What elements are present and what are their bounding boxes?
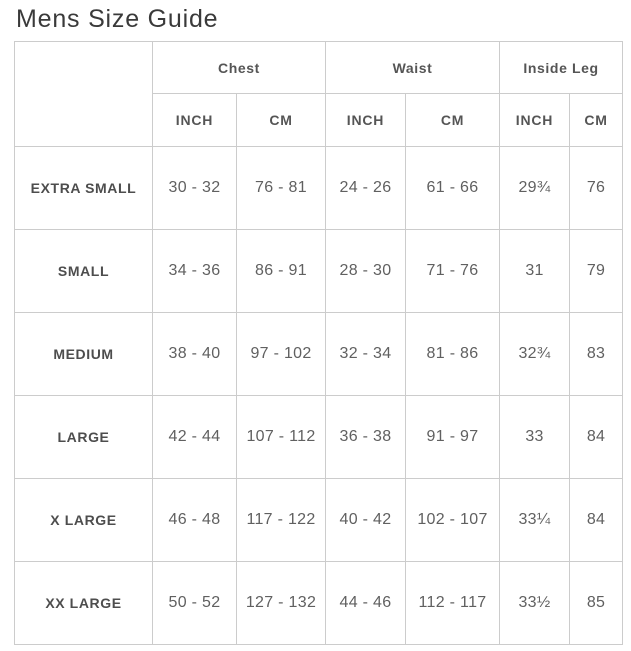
value-cell-waist-inch: 24 - 26 — [325, 146, 406, 230]
unit-header-chest-cm: CM — [236, 93, 326, 147]
table-row: MEDIUM 38 - 40 97 - 102 32 - 34 81 - 86 32¾ 83 — [14, 312, 624, 396]
value-cell-chest-inch: 38 - 40 — [152, 312, 237, 396]
unit-header-inside-leg-cm: CM — [569, 93, 624, 147]
value-cell-inside-leg-inch: 33 — [499, 395, 571, 479]
column-group-inside-leg: Inside Leg — [499, 41, 624, 94]
value-cell-waist-inch: 32 - 34 — [325, 312, 406, 396]
value-cell-chest-inch: 50 - 52 — [152, 561, 237, 645]
group-header-row: Chest Waist Inside Leg — [14, 41, 624, 147]
value-cell-waist-inch: 44 - 46 — [325, 561, 406, 645]
value-cell-chest-inch: 34 - 36 — [152, 229, 237, 313]
value-cell-chest-cm: 107 - 112 — [236, 395, 326, 479]
unit-header-inside-leg-inch: INCH — [499, 93, 571, 147]
value-cell-inside-leg-cm: 85 — [569, 561, 624, 645]
column-group-waist: Waist — [324, 41, 501, 94]
value-cell-inside-leg-inch: 29¾ — [499, 146, 571, 230]
size-label: X LARGE — [14, 478, 153, 562]
value-cell-waist-cm: 71 - 76 — [404, 229, 501, 313]
size-label: LARGE — [14, 395, 153, 479]
unit-header-waist-cm: CM — [404, 93, 501, 147]
value-cell-inside-leg-inch: 33¼ — [499, 478, 571, 562]
value-cell-chest-cm: 76 - 81 — [236, 146, 326, 230]
corner-cell — [14, 41, 153, 147]
size-rows: EXTRA SMALL 30 - 32 76 - 81 24 - 26 61 - 66 2… — [14, 146, 624, 645]
value-cell-inside-leg-inch: 31 — [499, 229, 571, 313]
value-cell-inside-leg-inch: 33½ — [499, 561, 571, 645]
value-cell-inside-leg-cm: 79 — [569, 229, 624, 313]
value-cell-chest-inch: 30 - 32 — [152, 146, 237, 230]
value-cell-chest-cm: 117 - 122 — [236, 478, 326, 562]
value-cell-inside-leg-cm: 84 — [569, 478, 624, 562]
value-cell-waist-inch: 40 - 42 — [325, 478, 406, 562]
table-row: LARGE 42 - 44 107 - 112 36 - 38 91 - 97 33 84 — [14, 395, 624, 479]
unit-header-waist-inch: INCH — [325, 93, 406, 147]
size-guide-table: Chest Waist Inside Leg INCH CM INCH CM I… — [14, 41, 624, 645]
unit-header-chest-inch: INCH — [152, 93, 237, 147]
value-cell-waist-inch: 36 - 38 — [325, 395, 406, 479]
page-title: Mens Size Guide — [16, 5, 219, 33]
table-row: XX LARGE 50 - 52 127 - 132 44 - 46 112 - 117… — [14, 561, 624, 645]
table-row: EXTRA SMALL 30 - 32 76 - 81 24 - 26 61 - 66 2… — [14, 146, 624, 230]
value-cell-chest-inch: 42 - 44 — [152, 395, 237, 479]
value-cell-waist-cm: 102 - 107 — [404, 478, 501, 562]
unit-header-row: INCH CM INCH CM INCH CM — [15, 93, 624, 147]
value-cell-inside-leg-cm: 76 — [569, 146, 624, 230]
value-cell-chest-cm: 97 - 102 — [236, 312, 326, 396]
value-cell-waist-cm: 61 - 66 — [404, 146, 501, 230]
value-cell-chest-cm: 127 - 132 — [236, 561, 326, 645]
value-cell-waist-cm: 112 - 117 — [404, 561, 501, 645]
value-cell-inside-leg-cm: 84 — [569, 395, 624, 479]
value-cell-inside-leg-inch: 32¾ — [499, 312, 571, 396]
value-cell-chest-inch: 46 - 48 — [152, 478, 237, 562]
value-cell-waist-cm: 91 - 97 — [404, 395, 501, 479]
size-label: EXTRA SMALL — [14, 146, 153, 230]
table-row: X LARGE 46 - 48 117 - 122 40 - 42 102 - 107 3… — [14, 478, 624, 562]
value-cell-chest-cm: 86 - 91 — [236, 229, 326, 313]
table-row: SMALL 34 - 36 86 - 91 28 - 30 71 - 76 31 79 — [14, 229, 624, 313]
column-group-chest: Chest — [152, 41, 326, 94]
size-label: SMALL — [14, 229, 153, 313]
value-cell-waist-cm: 81 - 86 — [404, 312, 501, 396]
value-cell-inside-leg-cm: 83 — [569, 312, 624, 396]
size-label: MEDIUM — [14, 312, 153, 396]
value-cell-waist-inch: 28 - 30 — [325, 229, 406, 313]
size-label: XX LARGE — [14, 561, 153, 645]
